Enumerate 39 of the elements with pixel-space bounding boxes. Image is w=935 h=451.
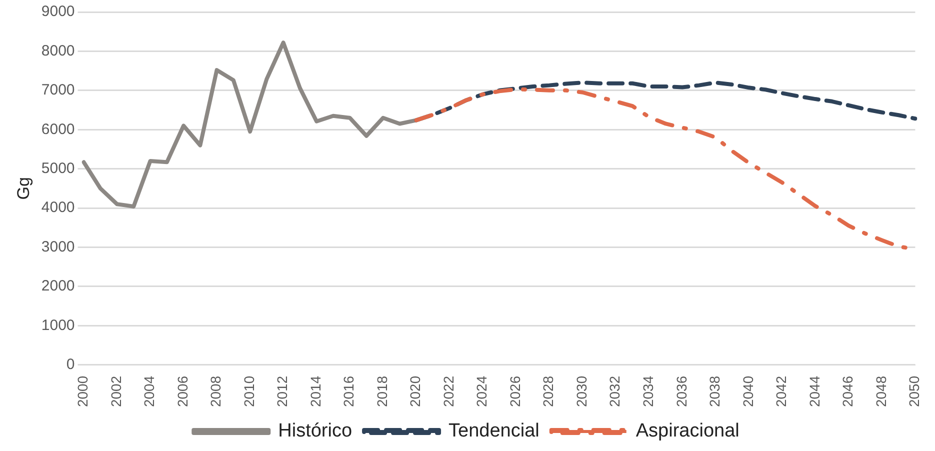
- x-tick-label: 2008: [208, 376, 224, 408]
- x-tick-label: 2042: [773, 376, 790, 408]
- x-tick-label: 2028: [540, 376, 556, 408]
- x-tick-label: 2026: [506, 376, 523, 408]
- x-tick-label: 2036: [673, 376, 690, 408]
- y-tick-label: 4000: [41, 199, 75, 216]
- legend-label: Aspiracional: [636, 420, 740, 442]
- x-tick-label: 2044: [806, 376, 822, 408]
- legend-label: Tendencial: [448, 420, 540, 442]
- x-tick-label: 2038: [706, 376, 723, 408]
- y-tick-label: 2000: [41, 278, 75, 295]
- x-tick-label: 2046: [840, 376, 856, 408]
- y-tick-label: 6000: [41, 120, 75, 138]
- x-tick-label: 2018: [374, 376, 390, 408]
- y-tick-label: 8000: [41, 42, 75, 60]
- y-tick-label: 5000: [41, 160, 75, 177]
- x-tick-label: 2016: [340, 376, 357, 408]
- x-tick-label: 2032: [606, 376, 623, 408]
- y-axis-title: Gg: [14, 177, 33, 200]
- x-tick-label: 2024: [474, 376, 490, 408]
- x-tick-label: 2014: [307, 376, 324, 408]
- y-tick-label: 0: [66, 356, 75, 373]
- y-tick-label: 1000: [41, 316, 75, 334]
- x-tick-label: 2002: [108, 376, 124, 408]
- y-tick-label: 7000: [41, 82, 75, 99]
- legend-label: Histórico: [278, 420, 352, 442]
- x-tick-label: 2050: [906, 376, 922, 408]
- x-tick-label: 2010: [240, 376, 257, 408]
- x-tick-label: 2034: [640, 376, 656, 408]
- x-tick-label: 2030: [573, 376, 590, 408]
- x-tick-label: 2040: [740, 376, 756, 408]
- x-tick-label: 2012: [274, 376, 290, 408]
- y-tick-label: 3000: [41, 238, 75, 256]
- x-tick-label: 2006: [174, 376, 190, 408]
- x-tick-label: 2048: [872, 376, 889, 408]
- x-tick-label: 2022: [440, 376, 456, 408]
- x-tick-label: 2020: [407, 376, 424, 408]
- x-tick-label: 2004: [141, 376, 158, 408]
- y-tick-label: 9000: [41, 3, 75, 20]
